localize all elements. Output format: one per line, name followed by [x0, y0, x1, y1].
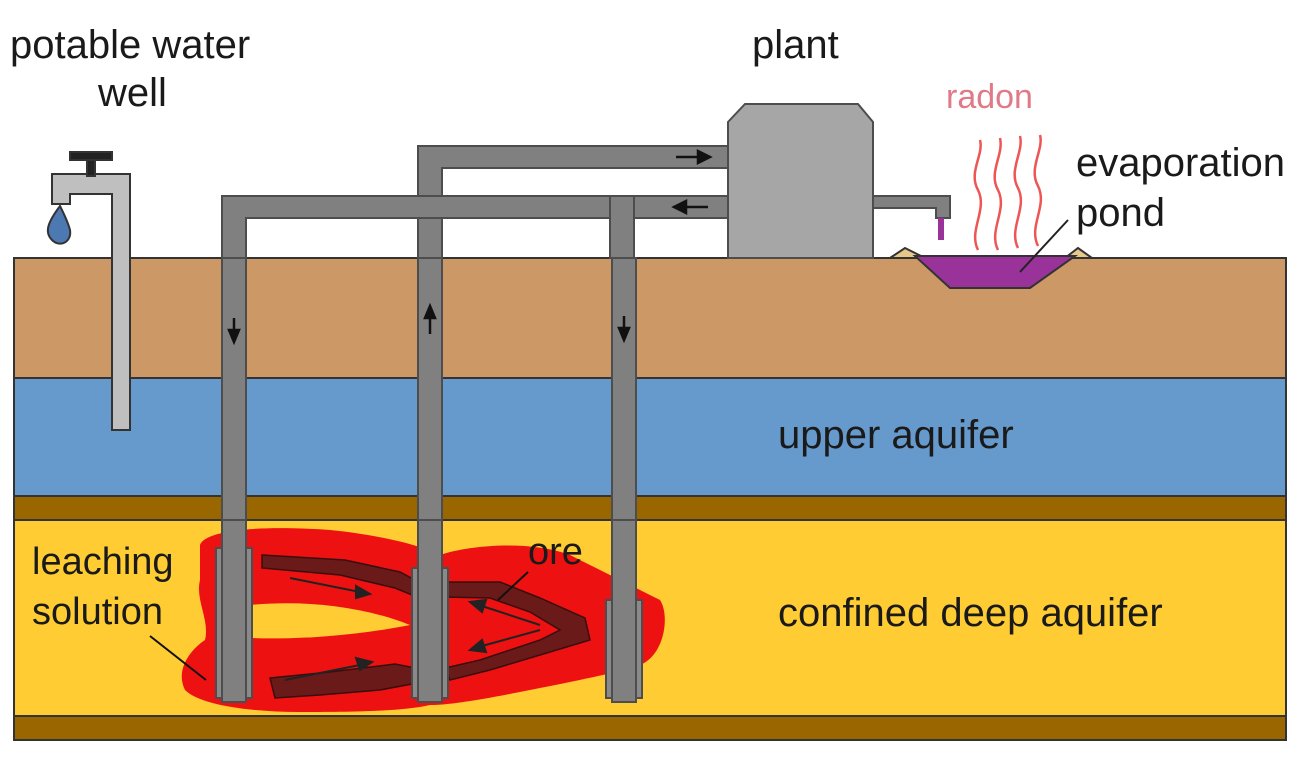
well-pipe	[51, 173, 131, 431]
flow-arrowhead	[696, 148, 713, 166]
radon-label: radon	[946, 78, 1033, 116]
radon-wave	[1033, 134, 1043, 247]
injection-header-right	[609, 195, 635, 259]
evaporation-pond-label-line2: pond	[1076, 191, 1165, 235]
pond-basin	[912, 255, 1079, 289]
injection-well-right-bore	[611, 519, 637, 703]
labels: potable water well plant radon evaporati…	[10, 23, 1285, 635]
radon-wave	[993, 137, 1003, 251]
potable-water-well	[51, 151, 131, 431]
confined-deep-aquifer-label: confined deep aquifer	[778, 591, 1163, 635]
radon-emission	[973, 134, 1043, 251]
leaching-solution-label-line2: solution	[32, 591, 163, 633]
ore-pointer-line	[497, 571, 529, 601]
plant-building	[727, 103, 874, 259]
leaching-pointer-line	[149, 635, 207, 681]
flow-arrow	[481, 605, 541, 626]
flow-arrowhead	[467, 598, 488, 614]
confining-layer-lower	[13, 715, 1287, 741]
upper-aquifer-layer	[13, 377, 1287, 497]
flow-arrowhead	[467, 638, 488, 654]
water-drop-icon	[46, 204, 72, 245]
confining-layer-upper	[13, 495, 1287, 521]
pond-pointer-line	[1019, 219, 1069, 273]
ore-label: ore	[528, 531, 583, 573]
injection-header-pipe	[221, 195, 731, 259]
evaporation-pond	[886, 219, 1096, 289]
potable-water-well-label-line2: well	[97, 71, 167, 115]
radon-wave	[1013, 135, 1023, 249]
leaching-solution-label-line1: leaching	[32, 541, 174, 583]
radon-wave	[973, 139, 983, 251]
pointer-lines	[149, 571, 529, 681]
flow-arrow	[289, 577, 361, 593]
plant-label: plant	[752, 23, 839, 67]
topsoil-layer	[13, 257, 1287, 379]
leach-flow-arrows	[284, 577, 541, 681]
faucet-handle	[69, 151, 113, 161]
leach-zone-gap	[242, 603, 410, 639]
discharge-drip	[938, 218, 944, 240]
flow-arrowhead	[423, 302, 437, 320]
flow-arrow	[284, 664, 361, 681]
potable-water-well-label-line1: potable water	[10, 23, 250, 67]
flow-arrowhead	[355, 584, 373, 600]
evaporation-pond-label-line1: evaporation	[1076, 141, 1285, 185]
production-well-center-bore	[417, 519, 443, 703]
injection-well-left-bore	[221, 519, 247, 703]
upper-aquifer-label: upper aquifer	[778, 413, 1014, 457]
pipework	[215, 145, 951, 703]
flow-arrowhead	[617, 326, 631, 344]
flow-arrowhead	[671, 198, 688, 216]
discharge-pipe	[871, 195, 951, 219]
flow-arrowhead	[227, 328, 241, 346]
flow-arrow	[481, 629, 541, 647]
pipe-flow-arrows	[115, 148, 713, 346]
flow-arrowhead	[354, 656, 375, 672]
